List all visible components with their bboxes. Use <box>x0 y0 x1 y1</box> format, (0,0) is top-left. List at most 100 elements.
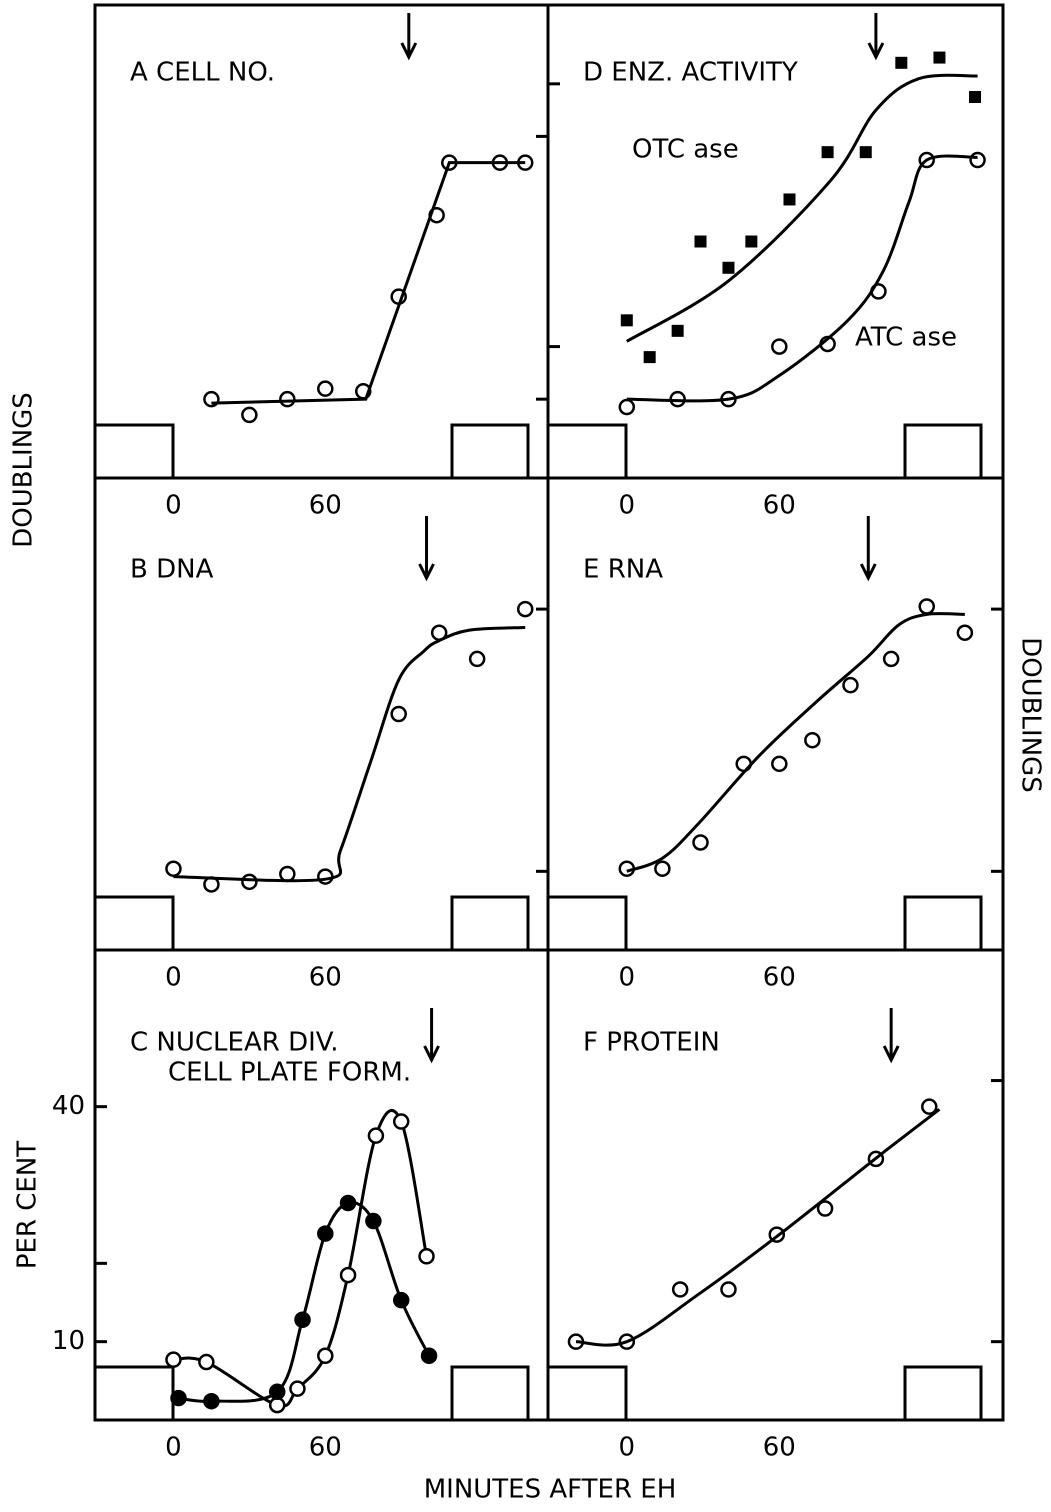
period-box <box>450 423 530 480</box>
x-axis-label: MINUTES AFTER EH <box>424 1475 677 1505</box>
period-box <box>546 895 628 952</box>
point <box>620 314 633 327</box>
point <box>241 873 258 891</box>
panel-title: C NUCLEAR DIV. <box>130 1028 338 1058</box>
point <box>317 868 334 885</box>
point <box>969 90 982 103</box>
point <box>771 338 788 355</box>
point <box>671 1281 689 1298</box>
fit-line <box>626 73 978 343</box>
point <box>198 1353 215 1371</box>
panel-title: D ENZ. ACTIVITY <box>583 58 798 88</box>
fit-line <box>626 154 978 403</box>
point <box>816 1200 834 1217</box>
y-tick-label: 10 <box>52 1326 85 1356</box>
x-tick-label: 60 <box>763 963 796 993</box>
panel-subtitle: CELL PLATE FORM. <box>168 1058 411 1088</box>
point <box>720 1281 737 1298</box>
x-tick-label: 0 <box>165 963 182 993</box>
series-label: OTC ase <box>632 135 739 165</box>
arrow <box>400 13 418 61</box>
point <box>918 598 935 615</box>
point <box>882 650 900 668</box>
point <box>390 705 407 723</box>
fit-line <box>626 612 965 873</box>
point <box>783 193 796 206</box>
point <box>317 1347 334 1365</box>
point <box>392 1291 410 1309</box>
point <box>392 1113 410 1130</box>
period-box <box>903 1365 983 1422</box>
panel-frame <box>546 948 1005 1422</box>
point <box>821 146 834 159</box>
y-tick-label: 40 <box>52 1091 85 1121</box>
point <box>165 1351 182 1368</box>
point <box>203 1392 220 1410</box>
point <box>692 834 709 851</box>
point <box>367 1127 385 1144</box>
y-axis-label: DOUBLINGS <box>1016 637 1046 793</box>
point <box>618 398 636 416</box>
point <box>317 380 334 397</box>
x-tick-label: 0 <box>619 1433 636 1463</box>
point <box>895 56 908 69</box>
period-box <box>903 895 983 952</box>
x-tick-label: 0 <box>619 491 636 521</box>
fit-line <box>178 1201 431 1403</box>
point <box>671 324 684 337</box>
panel-title: A CELL NO. <box>130 58 275 88</box>
y-axis-label: DOUBLINGS <box>9 392 39 548</box>
point <box>420 1347 438 1365</box>
x-tick-label: 60 <box>763 1433 796 1463</box>
point <box>170 1389 187 1407</box>
x-tick-label: 0 <box>619 963 636 993</box>
point <box>279 390 296 408</box>
y-axis-label: PER CENT <box>13 1141 43 1269</box>
point <box>468 650 486 668</box>
x-tick-label: 60 <box>309 491 342 521</box>
point <box>804 731 821 749</box>
point <box>745 235 758 248</box>
point <box>859 146 872 159</box>
period-box <box>450 895 530 952</box>
arrow <box>418 516 435 582</box>
arrow <box>859 516 877 582</box>
x-tick-label: 0 <box>165 491 182 521</box>
point <box>289 1380 306 1397</box>
point <box>933 51 946 64</box>
period-box <box>903 423 983 480</box>
x-tick-label: 60 <box>763 491 796 521</box>
x-tick-label: 60 <box>309 1433 342 1463</box>
point <box>516 600 534 618</box>
point <box>294 1311 311 1328</box>
x-tick-label: 0 <box>165 1433 182 1463</box>
point <box>365 1212 382 1230</box>
x-tick-label: 60 <box>309 963 342 993</box>
arrow <box>867 13 885 61</box>
point <box>279 865 296 883</box>
point <box>921 1098 938 1115</box>
panel-title: F PROTEIN <box>583 1028 720 1058</box>
point <box>722 261 735 274</box>
point <box>241 406 258 424</box>
point <box>268 1383 286 1401</box>
point <box>339 1194 357 1212</box>
arrow <box>423 1008 440 1064</box>
point <box>694 235 707 248</box>
point <box>643 351 656 364</box>
point <box>771 755 788 773</box>
period-box <box>450 1365 530 1422</box>
period-box <box>93 895 175 952</box>
panel-frame <box>546 476 1005 952</box>
point <box>842 676 859 694</box>
fit-line <box>575 1108 941 1347</box>
fit-line <box>173 625 526 883</box>
period-box <box>546 1365 628 1422</box>
panel-title: B DNA <box>130 555 214 585</box>
arrow <box>882 1008 900 1064</box>
point <box>969 151 986 169</box>
series-label: ATC ase <box>855 323 957 353</box>
panel-title: E RNA <box>583 555 663 585</box>
